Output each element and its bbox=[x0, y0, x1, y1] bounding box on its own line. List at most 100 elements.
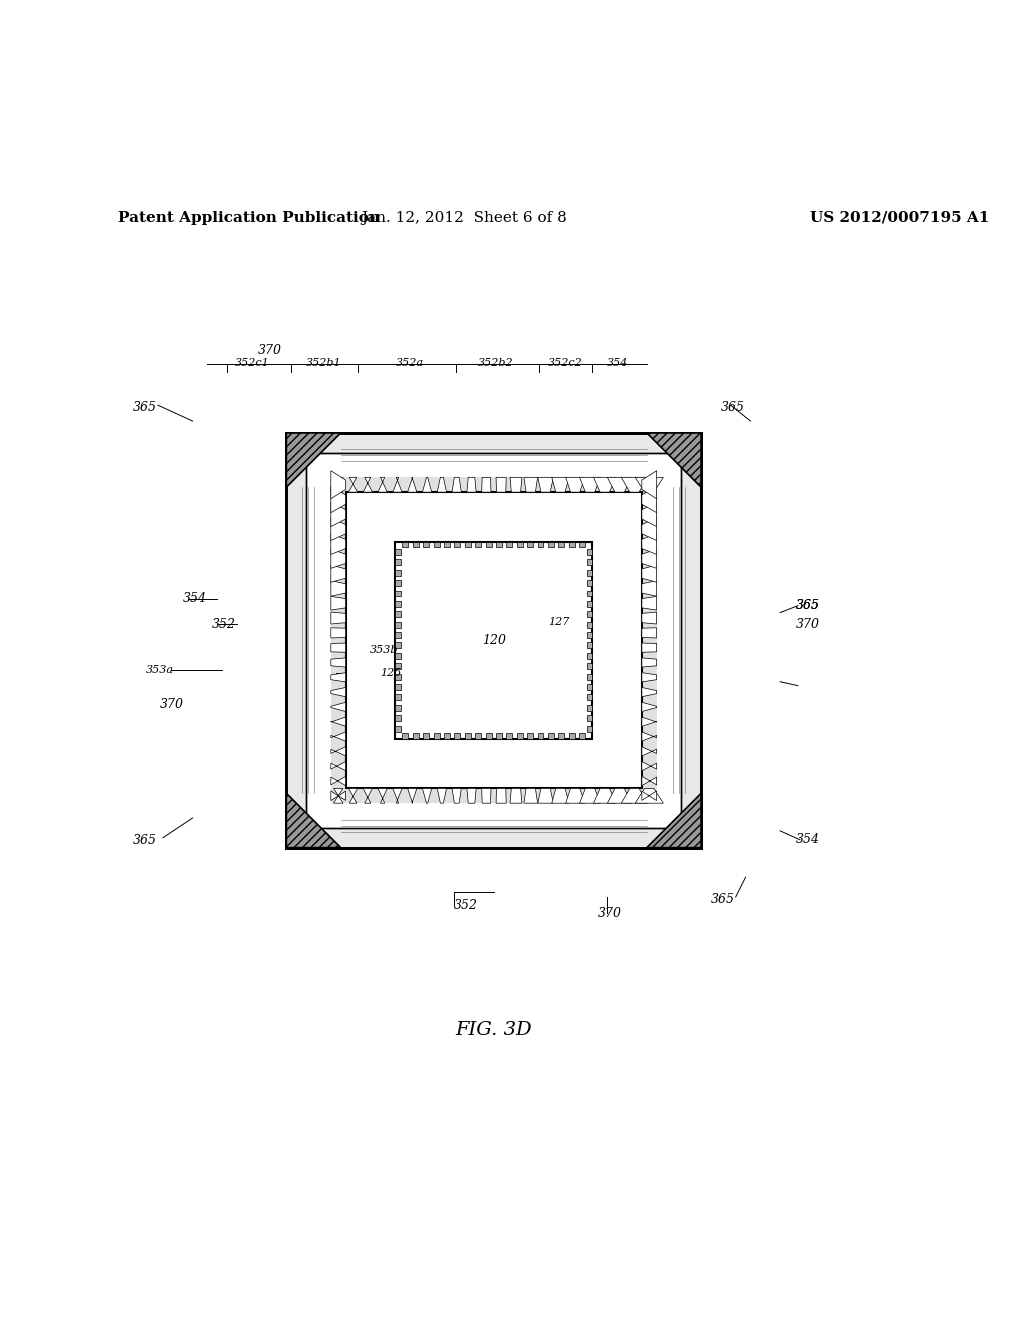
Polygon shape bbox=[538, 478, 553, 492]
Text: 354: 354 bbox=[606, 358, 628, 368]
Text: 370: 370 bbox=[160, 698, 184, 711]
Polygon shape bbox=[642, 533, 656, 554]
Polygon shape bbox=[334, 478, 343, 492]
Polygon shape bbox=[331, 581, 346, 597]
Bar bbox=[506, 541, 512, 548]
Bar bbox=[587, 601, 593, 607]
Polygon shape bbox=[287, 793, 341, 847]
Bar bbox=[475, 541, 481, 548]
Text: 365: 365 bbox=[796, 599, 820, 612]
Text: 127: 127 bbox=[548, 618, 569, 627]
Bar bbox=[548, 541, 554, 548]
Polygon shape bbox=[496, 788, 506, 803]
Polygon shape bbox=[552, 478, 569, 492]
Bar bbox=[587, 684, 593, 690]
Text: 125: 125 bbox=[380, 668, 401, 678]
Bar bbox=[587, 632, 593, 638]
Text: 365: 365 bbox=[711, 894, 735, 907]
Polygon shape bbox=[348, 478, 357, 492]
Polygon shape bbox=[496, 478, 506, 492]
Text: 365: 365 bbox=[133, 401, 158, 413]
Bar bbox=[455, 541, 461, 548]
Bar bbox=[568, 733, 574, 739]
Polygon shape bbox=[552, 788, 569, 803]
Bar bbox=[395, 611, 401, 618]
Polygon shape bbox=[364, 478, 373, 492]
Polygon shape bbox=[348, 788, 357, 803]
Polygon shape bbox=[467, 478, 476, 492]
Bar bbox=[402, 541, 409, 548]
Polygon shape bbox=[452, 478, 462, 492]
Polygon shape bbox=[408, 478, 417, 492]
Bar bbox=[587, 622, 593, 627]
Bar bbox=[475, 733, 481, 739]
Text: 353b: 353b bbox=[371, 645, 398, 655]
Bar bbox=[587, 673, 593, 680]
Text: 352: 352 bbox=[455, 899, 478, 912]
Polygon shape bbox=[331, 628, 346, 638]
Polygon shape bbox=[580, 478, 600, 492]
Polygon shape bbox=[642, 776, 656, 785]
Bar bbox=[506, 733, 512, 739]
Text: 370: 370 bbox=[796, 618, 820, 631]
Bar bbox=[395, 601, 401, 607]
Polygon shape bbox=[642, 731, 656, 741]
Bar bbox=[527, 541, 534, 548]
Bar bbox=[587, 705, 593, 710]
Text: 370: 370 bbox=[597, 907, 622, 920]
Polygon shape bbox=[607, 478, 632, 492]
Bar bbox=[587, 653, 593, 659]
Bar bbox=[306, 453, 681, 828]
Bar bbox=[587, 663, 593, 669]
Bar bbox=[587, 579, 593, 586]
Text: Jan. 12, 2012  Sheet 6 of 8: Jan. 12, 2012 Sheet 6 of 8 bbox=[361, 211, 567, 224]
Bar bbox=[395, 622, 401, 627]
Polygon shape bbox=[647, 793, 701, 847]
Polygon shape bbox=[642, 657, 656, 667]
Polygon shape bbox=[642, 628, 656, 638]
Bar bbox=[642, 478, 656, 803]
Polygon shape bbox=[331, 612, 346, 624]
Polygon shape bbox=[642, 747, 656, 756]
Polygon shape bbox=[437, 788, 446, 803]
Bar bbox=[587, 560, 593, 565]
Bar bbox=[395, 673, 401, 680]
Polygon shape bbox=[331, 747, 346, 756]
Polygon shape bbox=[565, 788, 585, 803]
Polygon shape bbox=[437, 478, 446, 492]
Bar bbox=[587, 726, 593, 731]
Polygon shape bbox=[642, 517, 656, 540]
Bar bbox=[331, 478, 346, 803]
Polygon shape bbox=[622, 788, 647, 803]
Bar bbox=[331, 478, 656, 492]
Bar bbox=[548, 733, 554, 739]
Bar bbox=[580, 541, 585, 548]
Bar bbox=[444, 733, 450, 739]
Bar bbox=[395, 663, 401, 669]
Polygon shape bbox=[331, 762, 346, 771]
Polygon shape bbox=[452, 788, 462, 803]
Text: 370: 370 bbox=[258, 345, 282, 356]
Polygon shape bbox=[331, 517, 346, 540]
Polygon shape bbox=[565, 478, 585, 492]
Polygon shape bbox=[524, 478, 538, 492]
Polygon shape bbox=[331, 643, 346, 652]
Bar bbox=[413, 541, 419, 548]
Polygon shape bbox=[467, 788, 476, 803]
Bar bbox=[306, 453, 681, 828]
Polygon shape bbox=[642, 486, 656, 512]
Bar bbox=[580, 733, 585, 739]
Polygon shape bbox=[642, 471, 656, 499]
Bar bbox=[444, 541, 450, 548]
Bar bbox=[587, 549, 593, 554]
Bar bbox=[395, 570, 401, 576]
Polygon shape bbox=[510, 478, 522, 492]
Text: 354: 354 bbox=[182, 593, 207, 606]
Bar bbox=[395, 541, 593, 739]
Text: 352: 352 bbox=[212, 618, 237, 631]
Text: US 2012/0007195 A1: US 2012/0007195 A1 bbox=[810, 211, 989, 224]
Bar bbox=[538, 541, 544, 548]
Polygon shape bbox=[524, 788, 538, 803]
Text: FIG. 3D: FIG. 3D bbox=[456, 1022, 532, 1039]
Text: 365: 365 bbox=[133, 834, 158, 847]
